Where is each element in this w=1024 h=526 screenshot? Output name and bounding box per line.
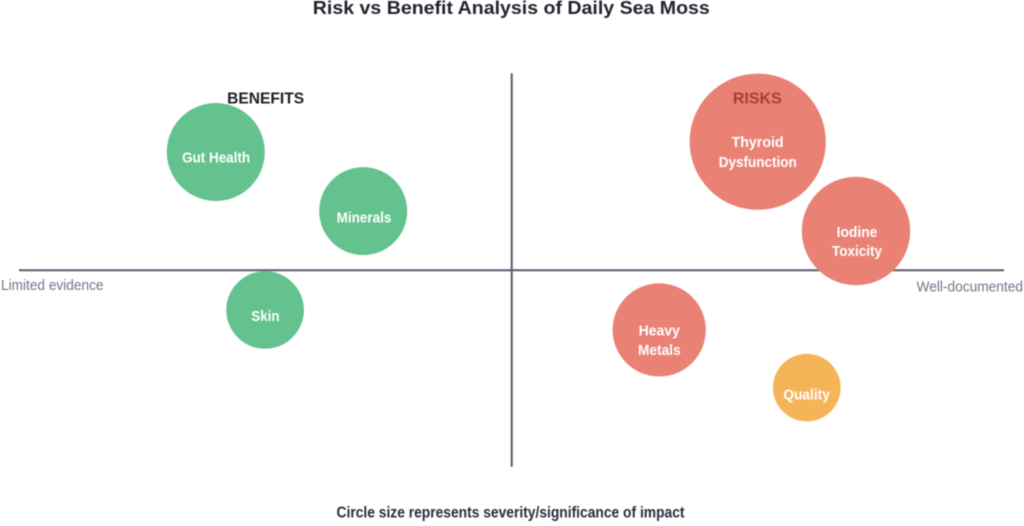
svg-text:Iodine: Iodine bbox=[837, 224, 878, 241]
svg-text:Dysfunction: Dysfunction bbox=[719, 154, 797, 171]
svg-text:Limited evidence: Limited evidence bbox=[1, 277, 104, 294]
svg-text:Heavy: Heavy bbox=[639, 323, 681, 340]
svg-text:Minerals: Minerals bbox=[337, 209, 392, 226]
svg-text:RISKS: RISKS bbox=[733, 91, 782, 108]
svg-text:Toxicity: Toxicity bbox=[832, 243, 883, 260]
svg-text:BENEFITS: BENEFITS bbox=[227, 90, 304, 107]
svg-text:Gut Health: Gut Health bbox=[182, 150, 250, 167]
svg-text:Metals: Metals bbox=[638, 342, 681, 359]
svg-text:Well-documented: Well-documented bbox=[917, 278, 1024, 295]
svg-text:Skin: Skin bbox=[251, 308, 279, 325]
svg-text:Risk vs Benefit Analysis of Da: Risk vs Benefit Analysis of Daily Sea Mo… bbox=[313, 0, 710, 18]
svg-text:Thyroid: Thyroid bbox=[732, 134, 784, 151]
svg-text:Circle size represents severit: Circle size represents severity/signific… bbox=[337, 504, 685, 521]
svg-text:Quality: Quality bbox=[783, 387, 830, 404]
